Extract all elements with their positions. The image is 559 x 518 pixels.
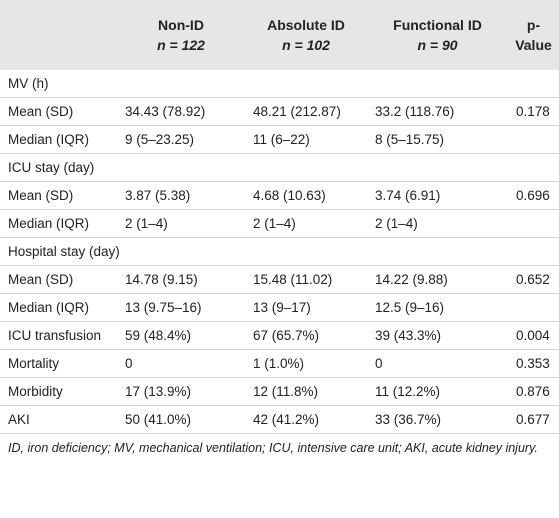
data-row: Morbidity 17 (13.9%) 12 (11.8%) 11 (12.2%) 0…: [0, 377, 559, 406]
row-label: Median (IQR): [0, 125, 117, 154]
cell: 0.696: [508, 181, 559, 210]
cell: 13 (9.75–16): [117, 293, 245, 322]
cell: 42 (41.2%): [245, 405, 367, 434]
cell: 50 (41.0%): [117, 405, 245, 434]
row-label: ICU stay (day): [0, 153, 559, 182]
cell: 2 (1–4): [367, 209, 508, 238]
cell: 59 (48.4%): [117, 321, 245, 350]
column-header: Absolute ID n = 102: [245, 0, 367, 70]
column-header: Functional ID n = 90: [367, 0, 508, 70]
cell: 11 (6–22): [245, 125, 367, 154]
section-row: ICU stay (day): [0, 153, 559, 182]
cell: 1 (1.0%): [245, 349, 367, 378]
cell: 9 (5–23.25): [117, 125, 245, 154]
column-name: p-Value: [515, 17, 552, 53]
cell: 33.2 (118.76): [367, 97, 508, 126]
cell: 14.22 (9.88): [367, 265, 508, 294]
cell: 48.21 (212.87): [245, 97, 367, 126]
row-label: Mean (SD): [0, 97, 117, 126]
cell: 0.178: [508, 97, 559, 126]
column-count: n = 102: [282, 37, 330, 53]
cell: 2 (1–4): [117, 209, 245, 238]
cell: 8 (5–15.75): [367, 125, 508, 154]
cell: 34.43 (78.92): [117, 97, 245, 126]
section-row: MV (h): [0, 70, 559, 98]
cell: 0.004: [508, 321, 559, 350]
column-header: Non-ID n = 122: [117, 0, 245, 70]
cell: 2 (1–4): [245, 209, 367, 238]
cell: 0.353: [508, 349, 559, 378]
data-row: Mean (SD) 34.43 (78.92) 48.21 (212.87) 33.2…: [0, 97, 559, 126]
data-row: Median (IQR) 13 (9.75–16) 13 (9–17) 12.5 (9…: [0, 293, 559, 322]
data-row: Mean (SD) 14.78 (9.15) 15.48 (11.02) 14.22 …: [0, 265, 559, 294]
table-body: MV (h) Mean (SD) 34.43 (78.92) 48.21 (212.8…: [0, 70, 559, 434]
cell: [508, 209, 559, 238]
cell: 4.68 (10.63): [245, 181, 367, 210]
data-row: AKI 50 (41.0%) 42 (41.2%) 33 (36.7%) 0.677: [0, 405, 559, 434]
cell: 67 (65.7%): [245, 321, 367, 350]
data-table: Non-ID n = 122 Absolute ID n = 102 Functiona…: [0, 0, 559, 434]
column-header: p-Value: [508, 0, 559, 70]
footnote: ID, iron deficiency; MV, mechanical vent…: [8, 441, 538, 455]
cell: 3.74 (6.91): [367, 181, 508, 210]
column-name: Non-ID: [158, 17, 204, 33]
row-label: Mean (SD): [0, 181, 117, 210]
column-count: n = 122: [157, 37, 205, 53]
cell: 13 (9–17): [245, 293, 367, 322]
row-label: AKI: [0, 405, 117, 434]
column-name: Functional ID: [393, 17, 482, 33]
cell: 0: [117, 349, 245, 378]
header-row: Non-ID n = 122 Absolute ID n = 102 Functiona…: [0, 0, 559, 70]
row-label: Mortality: [0, 349, 117, 378]
cell: 12.5 (9–16): [367, 293, 508, 322]
cell: 0: [367, 349, 508, 378]
row-label: ICU transfusion: [0, 321, 117, 350]
column-name: Absolute ID: [267, 17, 345, 33]
row-label: Hospital stay (day): [0, 237, 559, 266]
data-row: Median (IQR) 2 (1–4) 2 (1–4) 2 (1–4): [0, 209, 559, 238]
cell: [508, 293, 559, 322]
data-row: ICU transfusion 59 (48.4%) 67 (65.7%) 39 (4…: [0, 321, 559, 350]
cell: 17 (13.9%): [117, 377, 245, 406]
cell: 0.677: [508, 405, 559, 434]
cell: 0.876: [508, 377, 559, 406]
column-count: n = 90: [417, 37, 458, 53]
row-label: Median (IQR): [0, 293, 117, 322]
cell: 0.652: [508, 265, 559, 294]
data-row: Median (IQR) 9 (5–23.25) 11 (6–22) 8 (5–15.…: [0, 125, 559, 154]
cell: 11 (12.2%): [367, 377, 508, 406]
cell: 14.78 (9.15): [117, 265, 245, 294]
column-header: [0, 0, 117, 70]
row-label: Median (IQR): [0, 209, 117, 238]
cell: 33 (36.7%): [367, 405, 508, 434]
cell: 15.48 (11.02): [245, 265, 367, 294]
cell: 39 (43.3%): [367, 321, 508, 350]
cell: 3.87 (5.38): [117, 181, 245, 210]
data-row: Mortality 0 1 (1.0%) 0 0.353: [0, 349, 559, 378]
row-label: MV (h): [0, 70, 559, 98]
cell: 12 (11.8%): [245, 377, 367, 406]
data-row: Mean (SD) 3.87 (5.38) 4.68 (10.63) 3.74 (6.…: [0, 181, 559, 210]
row-label: Morbidity: [0, 377, 117, 406]
cell: [508, 125, 559, 154]
row-label: Mean (SD): [0, 265, 117, 294]
section-row: Hospital stay (day): [0, 237, 559, 266]
